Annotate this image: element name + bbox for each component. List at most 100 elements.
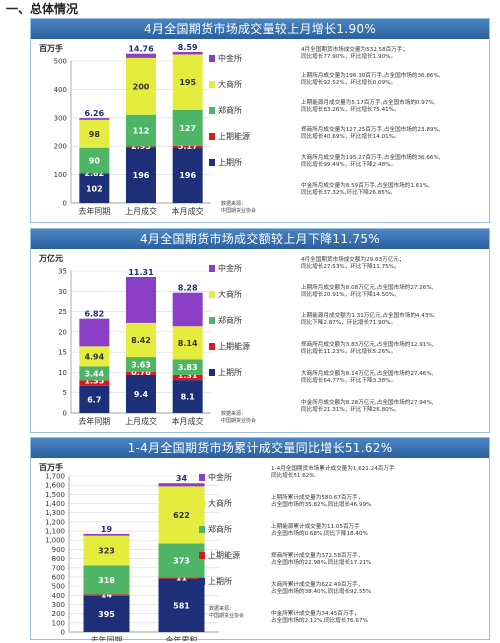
legend-label: 郑商所	[218, 105, 242, 115]
bar-segment	[172, 109, 203, 146]
bar-segment	[126, 57, 156, 115]
data-label: 323	[98, 546, 115, 555]
legend-label: 上期能源	[208, 550, 240, 560]
data-label: 373	[173, 557, 190, 566]
bar-segment	[126, 357, 156, 372]
y-tick-label: 600	[52, 573, 65, 581]
legend-swatch	[209, 291, 215, 298]
note-item: 上期能源累计成交量为11.05百万手 占全国市场的0.68%,同比下降18.40…	[271, 524, 368, 537]
x-tick-label: 去年同期	[78, 206, 110, 216]
y-tick-label: 900	[52, 546, 65, 554]
data-label: 6.26	[84, 109, 104, 118]
bar-segment	[172, 326, 203, 360]
bar-segment	[79, 118, 110, 120]
data-label: 112	[133, 127, 150, 136]
note-item: 大商所累计成交量为622.49百万手， 占全国市场的38.40%,同比增长92.…	[271, 582, 372, 595]
source-label: 中国期货业协会	[209, 612, 244, 619]
y-tick-label: 30	[58, 288, 67, 296]
panel-title: 4月全国期货市场成交量较上月增长1.90%	[31, 19, 489, 39]
legend-swatch	[199, 500, 205, 507]
bar-segment	[172, 54, 203, 110]
source-label: 数据来源：	[209, 605, 234, 612]
y-tick-label: 0	[63, 410, 67, 418]
data-label: 1.31	[178, 371, 198, 380]
legend-swatch	[199, 552, 205, 559]
data-label: 196	[179, 171, 196, 180]
bar-segment	[79, 366, 110, 381]
data-label: 9.4	[134, 390, 149, 399]
data-label: 195	[179, 78, 196, 87]
data-label: 5.17	[178, 142, 198, 151]
legend-swatch	[209, 317, 215, 324]
legend-label: 大商所	[218, 79, 242, 89]
bar-segment	[172, 147, 203, 203]
data-label: 127	[179, 124, 196, 133]
bar-segment	[79, 147, 110, 174]
legend-label: 中金所	[218, 53, 242, 63]
bar-segment	[126, 147, 156, 203]
source-label: 中国期货业协会	[221, 417, 256, 424]
legend-swatch	[209, 55, 215, 62]
data-label: 8.1	[181, 393, 196, 402]
y-tick-label: 25	[58, 308, 67, 316]
chart-monthly-volume: 0 100 200 300 400 500 102 2.82 90 98 6.26 去年同期 196 2.…	[54, 43, 256, 216]
bar-segment	[126, 114, 156, 147]
volume-panel: 4月全国期货市场成交量较上月增长1.90% 百万手 0 100 200 300 400 5…	[30, 18, 490, 223]
source-label: 数据来源：	[221, 410, 246, 417]
y-tick-label: 700	[52, 564, 65, 572]
x-tick-label: 上月成交	[125, 206, 157, 216]
bar-segment	[79, 385, 110, 413]
turnover-panel: 4月全国期货市场成交额较上月下降11.75% 万亿元 0 5 10 15 20 25 30 3…	[30, 228, 490, 433]
chart-monthly-turnover: 0 5 10 15 20 25 30 35 6.7 1.353.44 4.94 6.82 去年同期 9.4…	[58, 263, 256, 426]
legend-label: 大商所	[218, 289, 242, 299]
data-label: 622	[173, 511, 190, 520]
data-label: 90	[89, 156, 101, 165]
section-heading: 一、总体情况	[6, 2, 79, 16]
legend-label: 上期能源	[218, 341, 250, 351]
legend-swatch	[209, 81, 215, 88]
legend-label: 中金所	[218, 263, 242, 273]
data-label: 14	[101, 590, 113, 599]
data-label: 8.14	[178, 339, 198, 348]
data-label: 6.7	[87, 395, 101, 404]
panel-title: 1-4月全国期货市场累计成交量同比增长51.62%	[31, 438, 489, 458]
data-label: 395	[98, 610, 115, 619]
note-item: 大商所月成交额为8.14万亿元,占全国市场的27.46%, 同比增长64.77%…	[301, 371, 434, 384]
bar-segment	[158, 578, 205, 632]
legend-label: 大商所	[208, 498, 232, 508]
legend-swatch	[199, 578, 205, 585]
note-item: 中金所月成交额为8.28万亿元,占全国市场的27.94%, 同比增长21.31%…	[301, 400, 434, 413]
bar-segment	[126, 146, 156, 148]
bar-segment	[172, 292, 203, 327]
bar-segment	[126, 322, 156, 358]
data-label: 196	[133, 171, 150, 180]
x-tick-label: 今年累积	[166, 635, 198, 641]
x-tick-label: 本月成交	[172, 206, 204, 216]
legend-label: 中金所	[208, 472, 232, 482]
y-tick-label: 500	[54, 58, 67, 66]
note-item: 上期能源月成交额为1.31万亿元,占全国市场的4.43%, 同比下降2.87%，…	[301, 313, 436, 326]
data-label: 3.83	[178, 363, 198, 372]
note-item: 1-4月全国期货市场累计成交量为1,621.24百万手 同比增长51.62%	[271, 466, 395, 479]
y-tick-label: 1,700	[45, 473, 65, 481]
bar-segment	[172, 374, 203, 381]
source-label: 中国期货业协会	[221, 207, 256, 214]
unit-label: 万亿元	[39, 254, 63, 263]
note-item: 4月全国期货市场成交额为29.63万亿元； 同比增长27.53%，环比下降11.…	[301, 257, 405, 270]
bar-segment	[158, 543, 205, 578]
cumulative-panel: 1-4月全国期货市场累计成交量同比增长51.62% 百万手 0 100 200 300…	[30, 437, 490, 641]
y-tick-label: 500	[52, 583, 65, 591]
note-item: 中金所累计成交量为34.45百万手， 占全国市场的2.12%,同比增长76.67…	[271, 611, 368, 624]
y-tick-label: 1,600	[45, 482, 65, 490]
data-label: 4.94	[84, 352, 104, 361]
y-tick-label: 100	[54, 171, 67, 179]
bar-segment	[79, 318, 110, 347]
data-label: 3.44	[84, 369, 104, 378]
bar-segment	[172, 359, 203, 375]
bar-segment	[83, 533, 130, 536]
data-label: 8.28	[178, 284, 198, 293]
legend-swatch	[209, 369, 215, 376]
legend-swatch	[199, 526, 205, 533]
y-tick-label: 20	[58, 328, 67, 336]
